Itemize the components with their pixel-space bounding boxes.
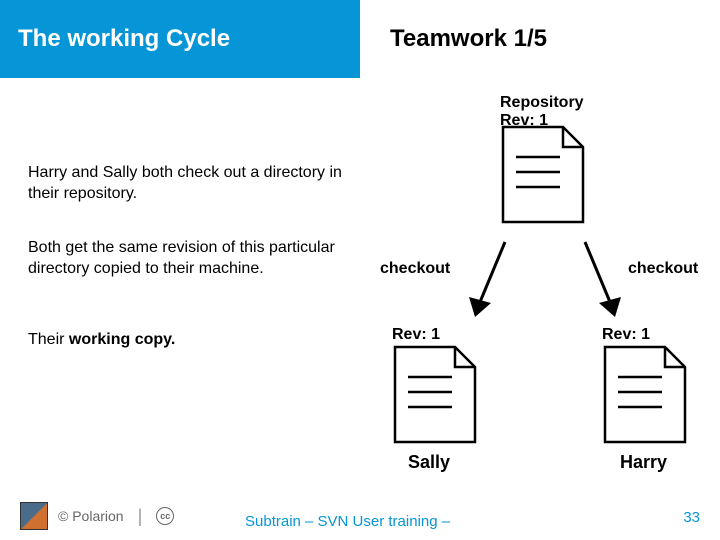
paragraph-2: Both get the same revision of this parti… [28, 238, 348, 280]
checkout-left-label: checkout [380, 260, 450, 278]
paragraph-3-bold: working copy. [69, 331, 175, 348]
paragraph-1: Harry and Sally both check out a directo… [28, 163, 348, 205]
slide-header-left: The working Cycle [0, 0, 360, 78]
slide-title-right: Teamwork 1/5 [390, 25, 547, 53]
footer-separator: | [138, 506, 143, 527]
harry-document-icon [600, 342, 690, 447]
repository-label: Repository [500, 94, 584, 112]
copyright-text: © Polarion [58, 508, 124, 524]
repository-diagram: Repository Rev: 1 checkout checkout Rev:… [380, 122, 710, 482]
paragraph-3-prefix: Their [28, 331, 69, 348]
paragraph-3: Their working copy. [28, 330, 348, 351]
polarion-logo-icon [20, 502, 48, 530]
sally-name-label: Sally [408, 452, 450, 473]
slide-header-right: Teamwork 1/5 [390, 0, 547, 78]
checkout-right-label: checkout [628, 260, 698, 278]
slide-title-left: The working Cycle [18, 25, 230, 53]
arrow-left-icon [465, 237, 515, 322]
cc-license-icon: cc [156, 507, 174, 525]
arrow-right-icon [575, 237, 625, 322]
sally-document-icon [390, 342, 480, 447]
footer-center-text: Subtrain – SVN User training – [245, 513, 450, 530]
page-number: 33 [683, 509, 700, 526]
harry-name-label: Harry [620, 452, 667, 473]
slide-footer: © Polarion | cc Subtrain – SVN User trai… [0, 492, 720, 540]
repository-document-icon [498, 122, 588, 227]
